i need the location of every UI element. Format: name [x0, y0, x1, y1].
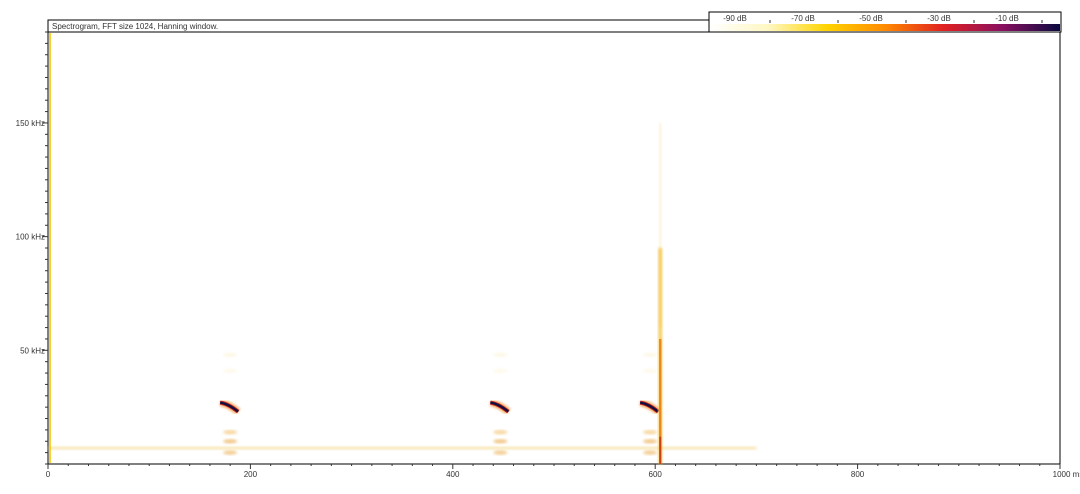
x-tick-label: 400 — [446, 470, 460, 479]
colorbar-label: -70 dB — [791, 14, 815, 23]
sweep-core — [219, 401, 239, 413]
call-event — [639, 352, 719, 455]
harmonic-blob — [643, 439, 658, 444]
spectrogram-content — [48, 122, 757, 464]
sweep-core — [639, 401, 659, 413]
click-faint — [659, 122, 662, 328]
colorbar-label: -50 dB — [859, 14, 883, 23]
harmonic-blob — [643, 352, 658, 358]
x-tick-label: 0 — [46, 470, 51, 479]
plot-area — [47, 31, 1061, 465]
colorbar-strip — [710, 24, 1060, 31]
background-band — [48, 446, 757, 450]
colorbar-label: -10 dB — [995, 14, 1019, 23]
harmonic-blob — [493, 439, 508, 444]
x-tick-label: 800 — [851, 470, 865, 479]
y-axis: 50 kHz 100 kHz 150 kHz — [16, 31, 48, 465]
x-tick-label: 200 — [244, 470, 258, 479]
harmonic-blob — [643, 429, 658, 435]
harmonic-blob — [223, 429, 238, 435]
x-tick-label: 600 — [649, 470, 663, 479]
harmonic-blob — [223, 368, 238, 373]
harmonic-blob — [493, 352, 508, 358]
y-tick-label: 150 kHz — [16, 119, 45, 128]
y-tick-label: 100 kHz — [16, 233, 45, 242]
harmonic-blob — [493, 450, 508, 455]
colorbar-label: -30 dB — [927, 14, 951, 23]
sweep-core — [490, 401, 510, 413]
harmonic-blob — [493, 429, 508, 435]
click-core — [659, 338, 662, 464]
x-tick-label: 1000 ms — [1053, 470, 1080, 479]
harmonic-blob — [493, 368, 508, 373]
y-tick-label: 50 kHz — [20, 346, 45, 355]
call-event — [219, 352, 299, 455]
colorbar-label: -90 dB — [723, 14, 747, 23]
call-event — [489, 352, 569, 455]
colorbar-legend: -90 dB -70 dB -50 dB -30 dB -10 dB — [708, 11, 1062, 33]
chart-title: Spectrogram, FFT size 1024, Hanning wind… — [52, 22, 218, 31]
x-axis: 0 200 400 600 800 1000 ms — [46, 464, 1080, 479]
left-edge-band — [49, 33, 51, 463]
harmonic-blob — [223, 352, 238, 358]
harmonic-blob — [643, 450, 658, 455]
harmonic-blob — [223, 439, 238, 444]
harmonic-blob — [643, 368, 658, 373]
broadband-click — [658, 122, 663, 464]
harmonic-blob — [223, 450, 238, 455]
click-base — [659, 436, 662, 464]
